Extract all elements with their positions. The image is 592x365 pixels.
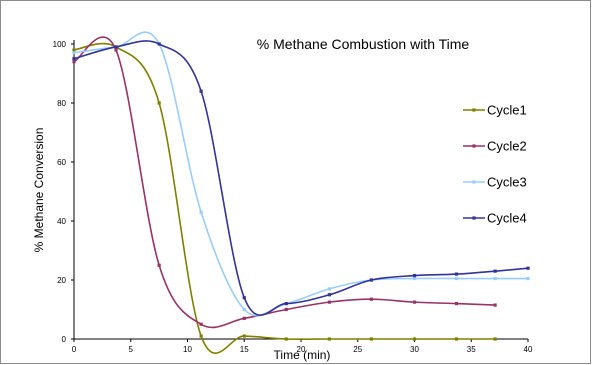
y-tick-label: 80 xyxy=(57,99,66,108)
legend-label: Cycle1 xyxy=(487,103,527,118)
data-point xyxy=(199,210,203,214)
data-point xyxy=(199,334,203,338)
data-point xyxy=(284,337,288,341)
legend-label: Cycle4 xyxy=(487,211,527,226)
data-point xyxy=(493,276,497,281)
data-point xyxy=(284,307,288,312)
data-point xyxy=(157,42,161,46)
legend-label: Cycle2 xyxy=(487,139,527,154)
data-point xyxy=(72,51,76,55)
series-cycle2 xyxy=(72,36,497,329)
data-point xyxy=(72,60,76,64)
legend-item-cycle2: Cycle2 xyxy=(463,139,527,154)
data-point xyxy=(454,272,459,276)
x-tick-label: 10 xyxy=(183,345,192,354)
legend-swatch-marker xyxy=(472,216,476,220)
x-tick-label: 30 xyxy=(410,345,419,354)
y-axis-title: % Methane Conversion xyxy=(32,128,46,253)
data-point xyxy=(242,307,246,312)
data-point xyxy=(72,57,76,61)
y-tick-label: 100 xyxy=(53,40,67,49)
data-point xyxy=(493,269,497,273)
series-cycle4 xyxy=(72,40,530,317)
legend-item-cycle1: Cycle1 xyxy=(463,103,527,118)
data-point xyxy=(454,276,459,281)
data-point xyxy=(369,278,373,282)
axes: 0 5 10 15 20 25 30 35 40 0 20 40 60 80 100 xyxy=(53,40,533,354)
legend-item-cycle3: Cycle3 xyxy=(463,175,527,190)
x-tick-label: 40 xyxy=(524,345,533,354)
data-point xyxy=(72,48,76,52)
series-line xyxy=(73,42,496,354)
data-point xyxy=(199,89,203,93)
x-tick-label: 20 xyxy=(297,345,306,354)
y-tick-label: 40 xyxy=(57,217,66,226)
data-point xyxy=(412,300,417,304)
x-tick-label: 5 xyxy=(129,345,134,354)
y-tick-label: 20 xyxy=(57,276,66,285)
data-point xyxy=(157,263,161,267)
data-point xyxy=(284,302,288,306)
series-layer xyxy=(72,31,530,354)
x-tick-label: 25 xyxy=(353,345,362,354)
series-line xyxy=(73,36,496,329)
data-point xyxy=(327,337,331,341)
data-point xyxy=(157,101,161,105)
series-line xyxy=(73,31,528,317)
data-point xyxy=(493,337,497,341)
chart-title: % Methane Combustion with Time xyxy=(257,36,470,52)
legend-item-cycle4: Cycle4 xyxy=(463,211,527,226)
data-point xyxy=(526,276,530,281)
data-point xyxy=(242,296,246,300)
data-point xyxy=(327,287,331,291)
data-point xyxy=(369,297,373,301)
legend-swatch-marker xyxy=(472,144,476,148)
data-point xyxy=(327,300,331,304)
x-tick-label: 15 xyxy=(240,345,249,354)
legend-label: Cycle3 xyxy=(487,175,527,190)
legend-swatch-marker xyxy=(472,180,476,184)
data-point xyxy=(454,302,459,306)
data-point xyxy=(242,334,246,338)
data-point xyxy=(526,266,530,270)
x-tick-label: 0 xyxy=(72,345,77,354)
data-point xyxy=(242,316,246,320)
y-tick-label: 0 xyxy=(62,335,67,344)
data-point xyxy=(412,337,417,341)
data-point xyxy=(114,48,118,52)
y-tick-label: 60 xyxy=(57,158,66,167)
data-point xyxy=(114,45,118,49)
legend-swatch-marker xyxy=(472,108,476,112)
x-tick-label: 35 xyxy=(467,345,476,354)
data-point xyxy=(454,337,459,341)
data-point xyxy=(493,303,497,307)
data-point xyxy=(327,293,331,297)
series-cycle1 xyxy=(72,42,497,354)
data-point xyxy=(412,276,417,281)
data-point xyxy=(199,322,203,326)
data-point xyxy=(412,273,417,278)
data-point xyxy=(369,337,373,341)
legend: Cycle1 Cycle2 Cycle3 Cycle4 xyxy=(463,103,527,226)
x-axis-title: Time (min) xyxy=(274,348,331,362)
